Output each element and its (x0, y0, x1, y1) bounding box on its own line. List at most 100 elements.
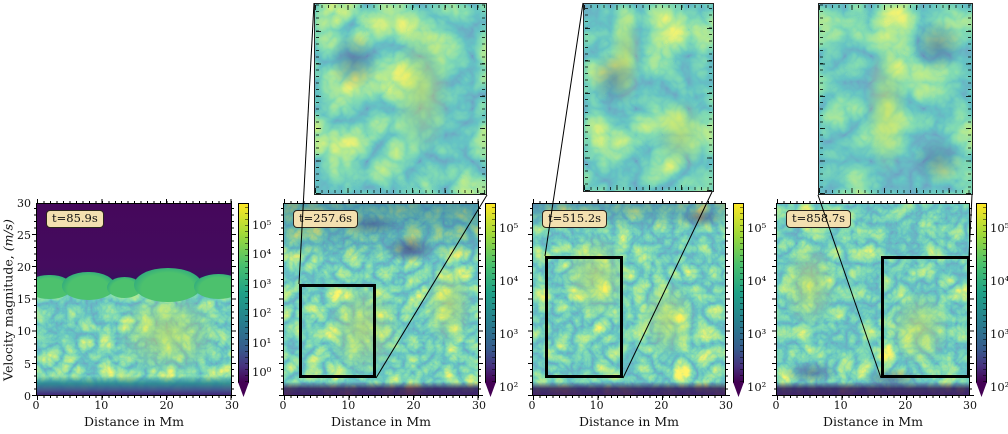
x-tick-label: 30 (719, 399, 733, 412)
colorbar-1 (238, 203, 249, 383)
y-tick-label: 25 (17, 229, 31, 242)
colorbar-tick-label: 10² (990, 380, 1008, 394)
velocity-field-1 (37, 204, 231, 395)
x-tick-label: 10 (833, 399, 848, 412)
colorbar-tick-label: 10⁴ (252, 247, 272, 261)
x-tick-label: 0 (279, 399, 287, 412)
zoom-rect-4 (881, 256, 970, 378)
right-axis-major-ticks (231, 204, 236, 396)
zoom-inset-2 (314, 3, 487, 195)
zoom-rect-3 (545, 256, 623, 378)
colorbar-tick-label: 10⁰ (252, 365, 272, 379)
colorbar-tick-label: 10³ (990, 327, 1008, 341)
x-tick-label: 30 (225, 399, 239, 412)
colorbar-tick-label: 10⁵ (990, 221, 1008, 235)
x-axis-label: Distance in Mm (330, 414, 431, 429)
colorbar-tick-label: 10³ (747, 327, 767, 341)
colorbar-tick-label: 10² (499, 380, 519, 394)
colorbar-tick-label: 10³ (252, 277, 272, 291)
right-axis-minor-ticks (725, 204, 728, 396)
colorbar-tick-label: 10¹ (252, 336, 272, 350)
zoom-rect-2 (299, 284, 376, 378)
x-tick-label: 0 (32, 399, 40, 412)
colorbar-tick-label: 10⁵ (252, 218, 272, 232)
x-tick-label: 30 (963, 399, 977, 412)
colorbar-tick-label: 10⁴ (990, 274, 1008, 288)
x-tick-labels: 0 10 20 30 (32, 399, 240, 412)
turbulence-image (584, 4, 713, 191)
colorbar-extend-arrow (976, 382, 987, 397)
colorbar-tick-labels: 10⁵ 10⁴ 10³ 10² 10¹ 10⁰ (252, 203, 282, 403)
inset-field-3 (584, 4, 713, 191)
colorbar-tick-labels: 10⁵ 10⁴ 10³ 10² (990, 203, 1008, 403)
x-tick-label: 10 (341, 399, 356, 412)
colorbar-tick-label: 10² (252, 306, 272, 320)
x-tick-label: 20 (898, 399, 913, 412)
turbulence-image (819, 4, 972, 194)
colorbar-tick-label: 10⁴ (747, 274, 767, 288)
x-tick-labels: 0 10 20 30 (772, 399, 978, 412)
x-tick-label: 0 (528, 399, 536, 412)
x-tick-label: 30 (472, 399, 486, 412)
turbulence-image (315, 4, 486, 194)
colorbar-tick-labels: 10⁵ 10⁴ 10³ 10² (499, 203, 529, 403)
time-badge: t=858.7s (786, 210, 852, 228)
colorbar-2 (485, 203, 496, 383)
dome-front (134, 267, 202, 303)
x-axis-minor-ticks (533, 395, 726, 398)
x-tick-label: 20 (654, 399, 669, 412)
x-tick-labels: 0 10 20 30 (279, 399, 487, 412)
colorbar-tick-label: 10⁴ (499, 274, 519, 288)
colorbar-3 (733, 203, 744, 383)
colorbar-extend-arrow (238, 382, 249, 397)
y-tick-label: 0 (24, 390, 31, 403)
x-axis-label: Distance in Mm (578, 414, 679, 429)
colorbar-extend-arrow (733, 382, 744, 397)
y-tick-label: 10 (17, 325, 31, 338)
dome-front (62, 271, 115, 301)
heatmap-panel-1: t=85.9s (32, 199, 236, 400)
x-tick-label: 0 (772, 399, 780, 412)
time-badge: t=257.6s (293, 210, 359, 228)
colorbar-tick-label: 10⁵ (499, 221, 519, 235)
colorbar-ticks (245, 204, 248, 382)
inset-field-4 (819, 4, 972, 194)
time-badge: t=85.9s (46, 210, 104, 228)
colorbar-tick-label: 10⁵ (747, 221, 767, 235)
x-tick-label: 20 (406, 399, 421, 412)
colorbar-4 (976, 203, 987, 383)
colorbar-ticks (983, 204, 986, 382)
colorbar-tick-label: 10² (747, 380, 767, 394)
colorbar-tick-label: 10³ (499, 327, 519, 341)
zoom-inset-4 (818, 3, 973, 195)
x-tick-label: 10 (94, 399, 109, 412)
turbulence-image (37, 204, 231, 395)
right-axis-major-ticks (725, 204, 730, 396)
colorbar-tick-labels: 10⁵ 10⁴ 10³ 10² (747, 203, 777, 403)
dome-front (106, 276, 142, 298)
x-axis-minor-ticks (284, 395, 479, 398)
colorbar-extend-arrow (485, 382, 496, 397)
dome-front (194, 273, 231, 299)
time-badge: t=515.2s (542, 210, 608, 228)
inset-field-2 (315, 4, 486, 194)
x-tick-label: 20 (159, 399, 174, 412)
right-axis-major-ticks (478, 204, 483, 396)
x-tick-label: 10 (589, 399, 604, 412)
zoom-inset-3 (583, 3, 714, 192)
x-tick-labels: 0 10 20 30 (528, 399, 734, 412)
y-tick-label: 20 (17, 261, 31, 274)
right-axis-minor-ticks (478, 204, 481, 396)
right-axis-minor-ticks (231, 204, 234, 396)
x-axis-label: Distance in Mm (822, 414, 923, 429)
y-tick-label: 5 (24, 358, 31, 371)
y-tick-label: 15 (17, 293, 31, 306)
y-tick-label: 30 (17, 197, 31, 210)
x-axis-minor-ticks (777, 395, 970, 398)
x-axis-minor-ticks (37, 395, 232, 398)
colorbar-ticks (740, 204, 743, 382)
y-tick-labels: 30 25 20 15 10 5 0 (0, 197, 31, 403)
colorbar-ticks (492, 204, 495, 382)
x-axis-label: Distance in Mm (83, 414, 184, 429)
